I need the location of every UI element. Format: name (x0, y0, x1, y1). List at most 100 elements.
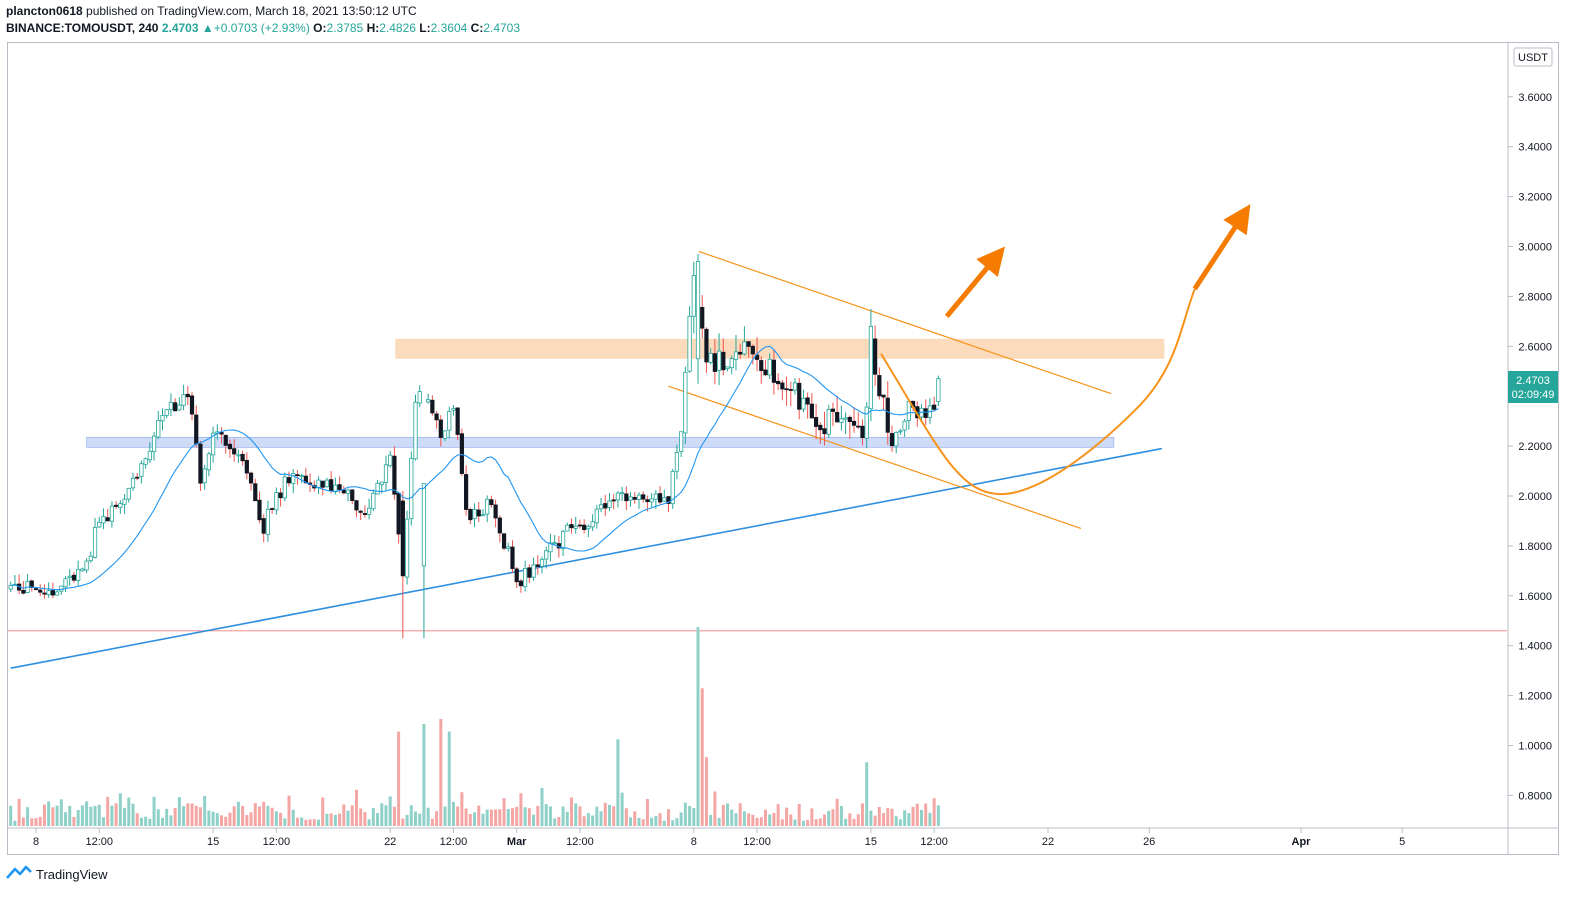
candle (873, 325, 878, 386)
candle-body (830, 408, 836, 412)
candle-body (586, 526, 591, 530)
currency-badge[interactable] (1513, 47, 1553, 67)
candle (396, 492, 401, 544)
price-tick-label: 1.4000 (1518, 641, 1552, 653)
candle-body (42, 592, 47, 595)
time-tick-label: 26 (1143, 836, 1155, 848)
time-tick-label: 12:00 (85, 836, 113, 848)
volume-bar (211, 811, 215, 826)
candle-body (59, 585, 64, 592)
price-axis-bg[interactable] (1508, 43, 1558, 828)
author-name[interactable]: plancton0618 (6, 4, 83, 18)
volume-bar (852, 818, 856, 826)
volume-bar (570, 797, 574, 826)
candle-body (729, 358, 734, 369)
candle (670, 468, 675, 509)
candle-body (767, 358, 772, 376)
candle-body (451, 408, 456, 411)
volume-bar (236, 801, 240, 826)
candle-body (472, 508, 477, 519)
candle-body (573, 525, 578, 529)
volume-bar (696, 627, 700, 826)
candle (649, 493, 654, 508)
tradingview-logo-icon[interactable] (6, 864, 32, 885)
candle (320, 480, 325, 496)
volume-bar (253, 803, 257, 826)
candle-body (851, 420, 857, 426)
volume-bar (894, 816, 898, 826)
volume-bar (325, 813, 329, 826)
candle-body (33, 588, 39, 591)
volume-bar (612, 806, 616, 826)
close-label: C: (470, 21, 484, 35)
volume-bar (384, 805, 388, 826)
volume-bar (835, 798, 839, 826)
candle (12, 575, 18, 586)
volume-bar (333, 814, 337, 826)
candle (316, 476, 321, 495)
candle (282, 472, 287, 502)
candle-body (341, 489, 346, 494)
volume-bar (565, 811, 569, 826)
candle (50, 582, 55, 599)
candle (695, 253, 701, 384)
candle (860, 419, 865, 446)
volume-bar (903, 810, 907, 826)
chart-frame (7, 42, 1559, 855)
candle-body (590, 521, 595, 528)
candle (278, 488, 283, 507)
volume-bar (510, 808, 514, 826)
candle (223, 434, 228, 454)
volume-bar (924, 803, 928, 826)
volume-bar (898, 819, 902, 826)
candle-body (320, 480, 325, 488)
candle (885, 381, 890, 445)
volume-bar (595, 806, 599, 826)
volume-bar (789, 814, 793, 826)
candle (143, 457, 148, 469)
candle (493, 499, 498, 528)
candle (135, 472, 140, 481)
volume-bar (224, 816, 228, 826)
volume-bar (704, 757, 708, 826)
candle-body (544, 550, 549, 560)
volume-bar (494, 809, 498, 826)
candle-body (76, 569, 81, 581)
candle-body (109, 505, 114, 522)
volume-bar (76, 809, 80, 826)
candle (388, 450, 393, 468)
volume-bar (418, 813, 422, 826)
volume-bar (586, 813, 590, 826)
candle (729, 355, 734, 375)
volume-bar (624, 808, 628, 826)
volume-bar (317, 819, 321, 826)
volume-bar (823, 814, 827, 826)
volume-bar (249, 812, 253, 826)
candle (527, 564, 532, 583)
candle-body (801, 397, 806, 410)
candle (59, 585, 64, 595)
rising-trendline (10, 447, 1162, 669)
candle-body (286, 477, 292, 484)
volume-bar (9, 805, 13, 826)
volume-bar (498, 809, 502, 826)
candle (38, 584, 43, 596)
time-tick-label: 12:00 (920, 836, 948, 848)
tradingview-brand[interactable]: TradingView (36, 866, 108, 882)
volume-bar (473, 812, 477, 826)
volume-bar (350, 805, 354, 826)
candle-body (582, 524, 587, 530)
candle-body (480, 514, 486, 517)
volume-bar (860, 803, 864, 826)
candle (147, 442, 152, 464)
candle-body (270, 508, 275, 510)
volume-bar (346, 810, 350, 826)
time-tick-label: 15 (207, 836, 219, 848)
volume-bar (257, 806, 261, 826)
volume-bar (207, 810, 211, 826)
volume-bar (738, 803, 742, 826)
candle-body (712, 353, 717, 372)
price-tick-label: 1.8000 (1518, 541, 1552, 553)
candle-body (868, 325, 874, 410)
